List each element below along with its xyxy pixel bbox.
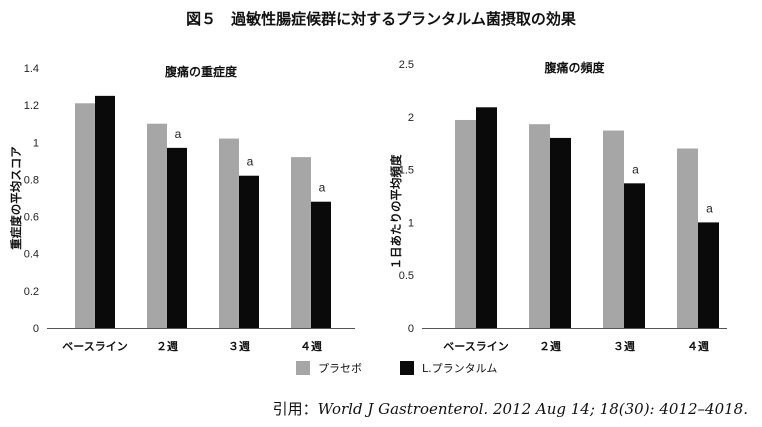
- chart-1-bar-0-0: [455, 119, 476, 328]
- legend-item-placebo: プラセボ: [296, 360, 362, 376]
- legend-label-placebo: プラセボ: [318, 362, 362, 375]
- chart-1-bar-2-1: [624, 183, 645, 328]
- chart-1-annotation-3: a: [706, 201, 713, 215]
- chart-1-bar-1-1: [550, 137, 571, 328]
- legend-swatch-placebo: [296, 361, 310, 375]
- chart-1-ytick-1: 0.5: [399, 270, 414, 282]
- figure-title: 図５ 過敏性腸症候群に対するプランタルム菌摂取の効果: [186, 10, 576, 28]
- chart-1-annotation-2: a: [632, 162, 639, 176]
- chart-1-ylabel: １日あたりの平均頻度: [389, 154, 403, 269]
- chart-1-ytick-5: 2.5: [399, 59, 414, 71]
- chart-0-ylabel: 重症度の平均スコア: [9, 146, 23, 250]
- chart-1-category-1: ２週: [539, 339, 561, 353]
- chart-0-bar-0-1: [95, 95, 115, 328]
- chart-0-category-3: ４週: [300, 339, 322, 353]
- legend-label-plantarum: L.プランタルム: [422, 362, 498, 375]
- chart-0-annotation-3: a: [319, 181, 326, 195]
- chart-1-ytick-3: 1.5: [399, 165, 414, 177]
- chart-0-ytick-0: 0: [33, 323, 39, 335]
- chart-0-ytick-3: 0.6: [24, 212, 39, 224]
- citation: 引用：World J Gastroenterol. 2012 Aug 14; 1…: [273, 398, 748, 419]
- chart-1-bar-3-0: [677, 148, 698, 328]
- chart-0-annotation-1: a: [175, 127, 182, 141]
- chart-1-category-0: ベースライン: [443, 340, 508, 353]
- citation-prefix: 引用：: [272, 400, 318, 418]
- chart-0-bar-3-0: [291, 157, 311, 328]
- chart-0-ytick-6: 1.2: [24, 100, 39, 112]
- chart-0-ytick-2: 0.4: [24, 249, 39, 261]
- legend-swatch-plantarum: [400, 361, 414, 375]
- chart-0-ytick-5: 1: [33, 137, 39, 149]
- chart-1-category-3: ４週: [687, 339, 709, 353]
- chart-0-ytick-7: 1.4: [24, 63, 39, 75]
- chart-0-ytick-1: 0.2: [24, 286, 39, 298]
- citation-source: World J Gastroenterol. 2012 Aug 14; 18(3…: [317, 400, 748, 418]
- chart-0-bar-2-1: [239, 175, 259, 328]
- chart-0-title: 腹痛の重症度: [165, 64, 238, 79]
- chart-1-bar-1-0: [529, 124, 550, 328]
- chart-0-category-1: ２週: [156, 339, 178, 353]
- chart-0-bar-2-0: [219, 138, 239, 328]
- chart-1-ytick-0: 0: [408, 323, 414, 335]
- chart-1-bar-3-1: [698, 222, 719, 328]
- chart-0-bar-3-1: [311, 201, 331, 328]
- chart-0-category-0: ベースライン: [62, 340, 127, 353]
- chart-1-category-2: ３週: [613, 339, 635, 353]
- chart-0-category-2: ３週: [228, 339, 250, 353]
- chart-0-bar-0-0: [75, 103, 95, 329]
- chart-1-bar-2-0: [603, 130, 624, 328]
- legend-item-plantarum: L.プランタルム: [400, 360, 497, 376]
- chart-1-ytick-4: 2: [408, 112, 414, 124]
- chart-0-bar-1-0: [147, 123, 167, 328]
- chart-0-bar-1-1: [167, 147, 187, 328]
- chart-1-bar-0-1: [476, 107, 497, 329]
- chart-1-ytick-2: 1: [408, 217, 414, 229]
- legend: プラセボ L.プランタルム: [296, 360, 535, 376]
- chart-1-title: 腹痛の頻度: [544, 60, 605, 75]
- chart-0-annotation-2: a: [247, 155, 254, 169]
- chart-0-ytick-4: 0.8: [24, 174, 39, 186]
